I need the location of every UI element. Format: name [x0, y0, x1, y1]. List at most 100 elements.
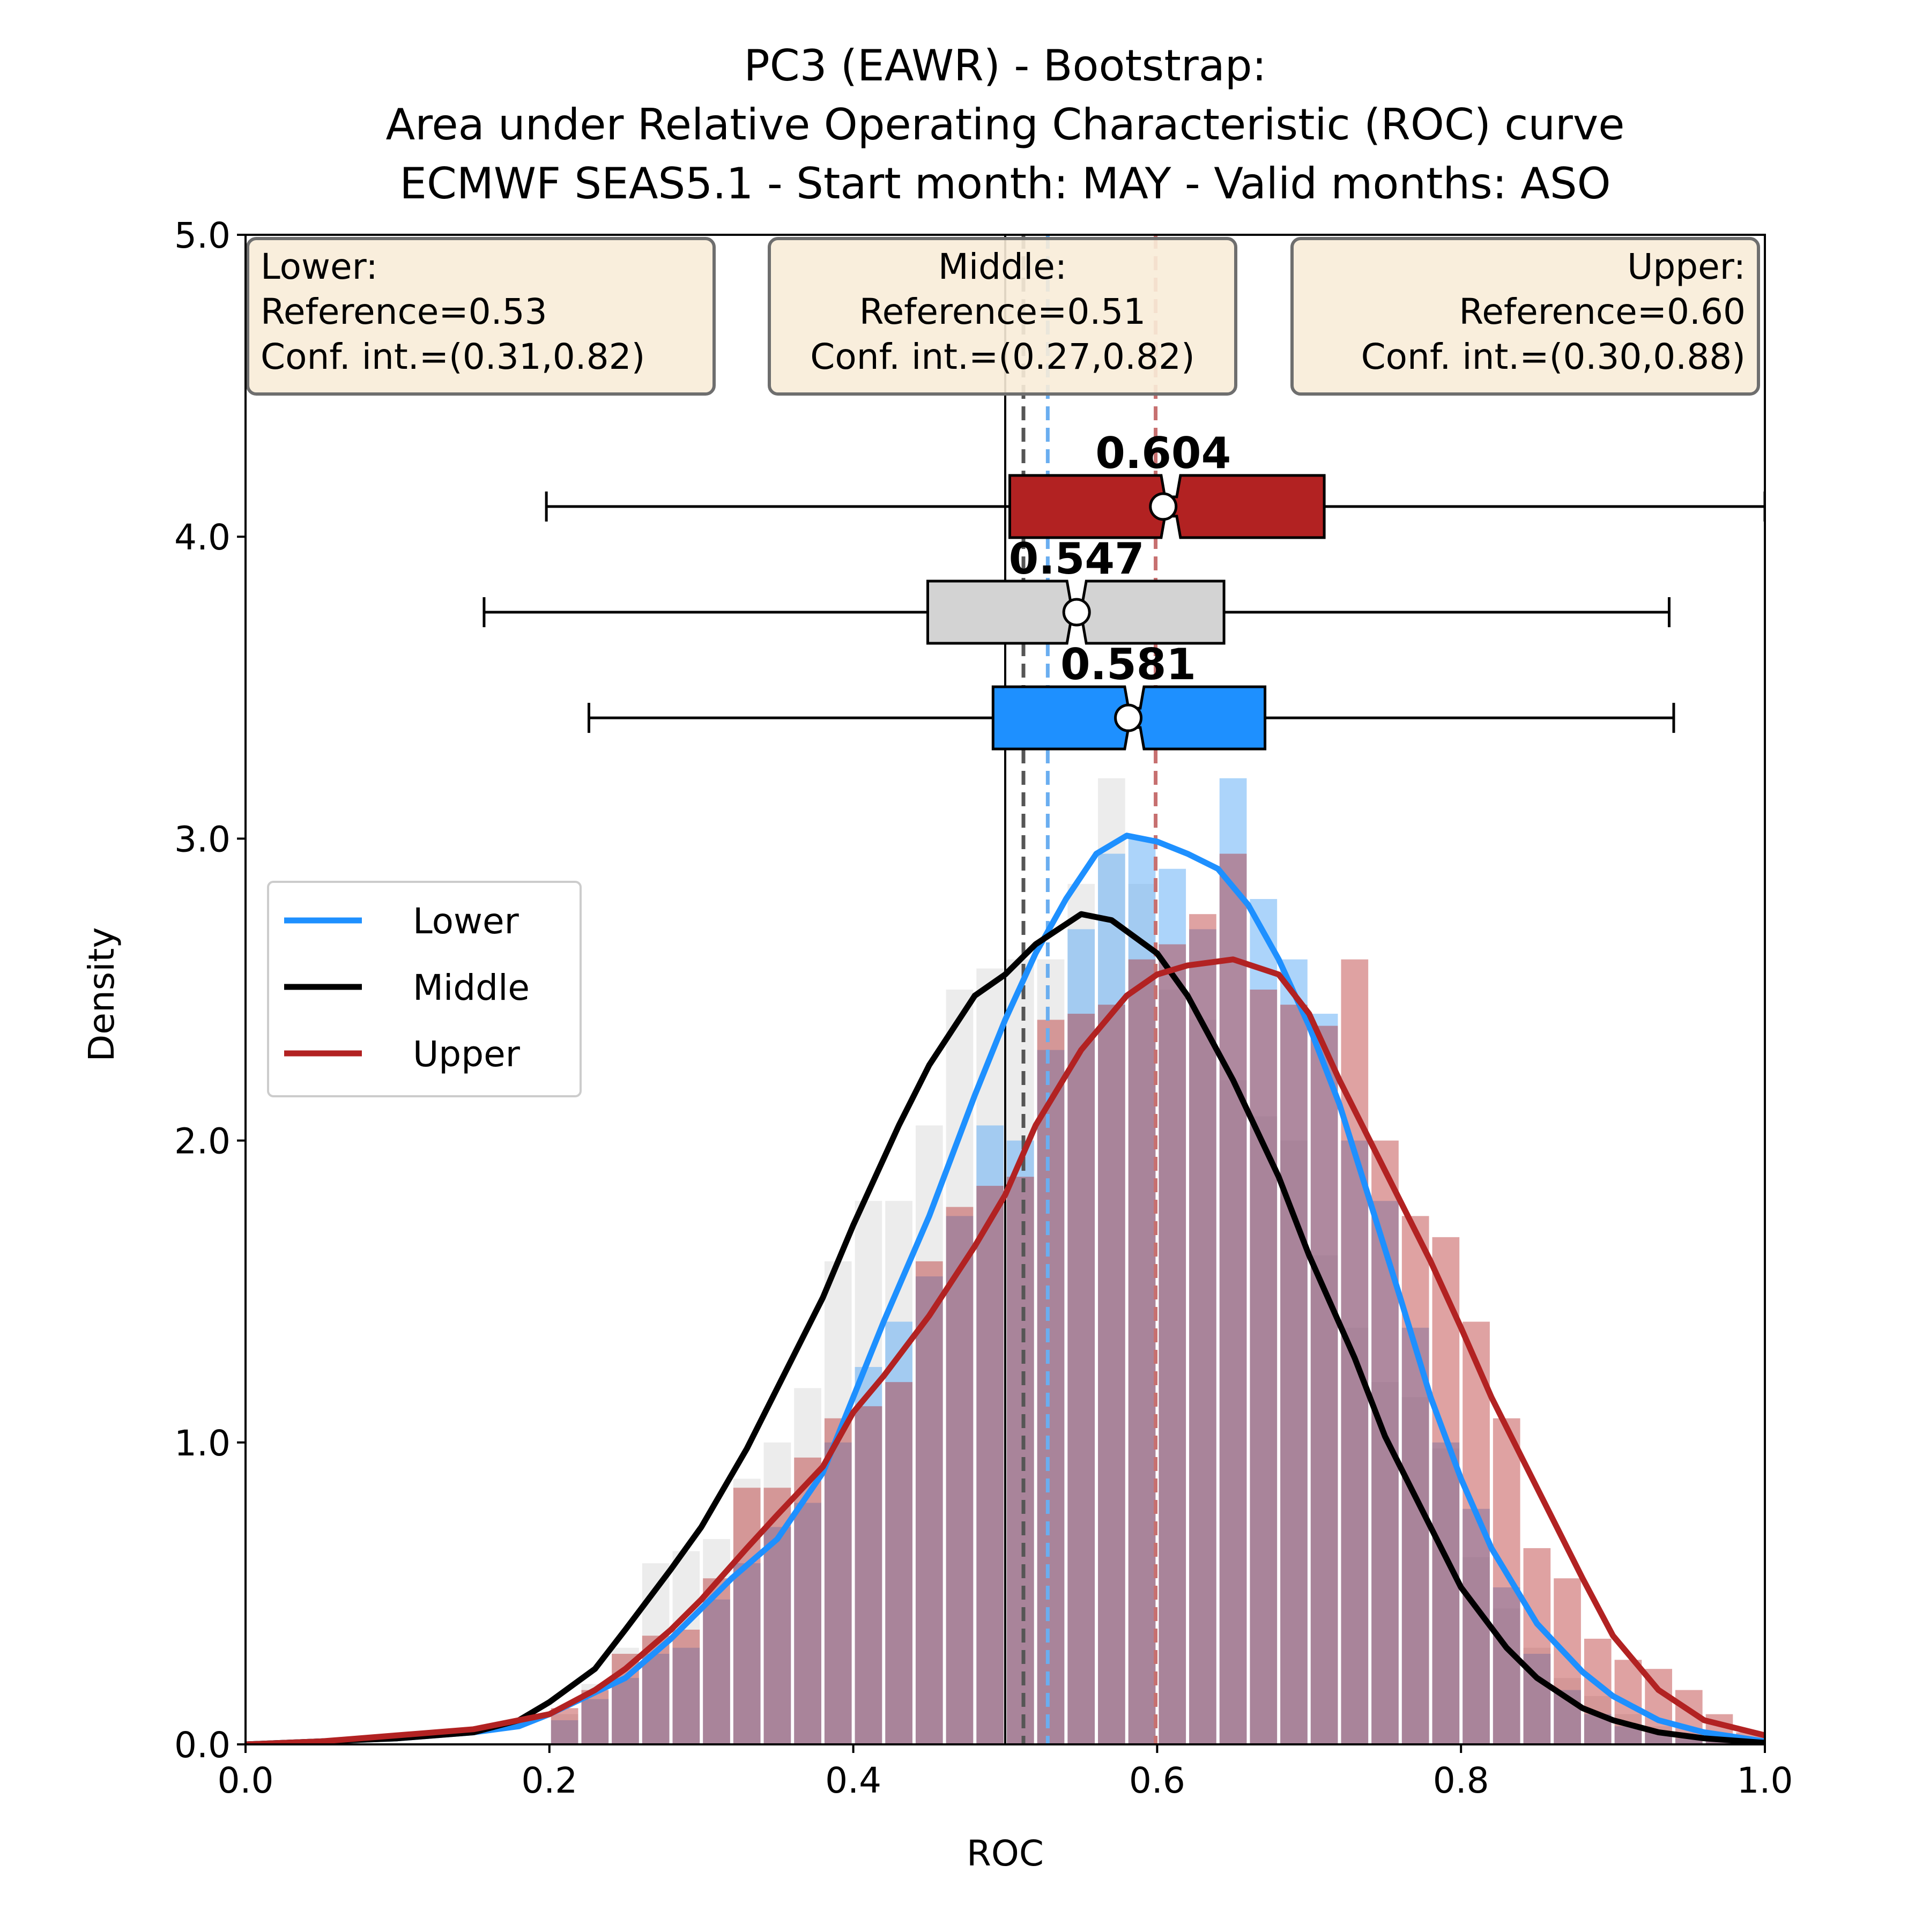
- histogram-bar-lower: [1341, 1140, 1369, 1744]
- histogram-bar-upper: [1098, 1005, 1125, 1744]
- y-tick-label: 5.0: [174, 215, 231, 256]
- kde-curve-lower: [246, 833, 1765, 1744]
- histogram-bar-upper: [672, 1629, 700, 1744]
- histogram-bar-upper: [915, 1261, 943, 1744]
- histogram-bar-lower: [642, 1654, 670, 1744]
- axes-frame: [244, 234, 1766, 1745]
- legend-label-middle: Middle: [413, 967, 530, 1008]
- info-box-line: Reference=0.51: [859, 291, 1146, 332]
- histogram-bar-upper: [1523, 1548, 1551, 1744]
- histogram-bar-lower: [1310, 1014, 1338, 1744]
- plot-area: 0.604 0.547 0.581 Lower:Reference=0.53Conf.…: [246, 235, 1765, 1744]
- histogram-bar-lower: [1675, 1738, 1703, 1744]
- x-tick-label: 0.2: [521, 1760, 577, 1801]
- histogram-bar-lower: [1189, 929, 1216, 1744]
- histogram-bar-upper: [946, 1207, 974, 1744]
- histogram-bar-upper: [885, 1382, 912, 1744]
- histogram-lower: [551, 778, 1733, 1744]
- histogram-bar-upper: [1554, 1578, 1581, 1744]
- info-box-frame: [246, 237, 716, 396]
- kde-curve-middle: [246, 911, 1765, 1744]
- info-box-line: Lower:: [261, 246, 378, 287]
- histogram-bar-lower: [1159, 868, 1186, 1744]
- histogram-bar-upper: [794, 1457, 821, 1744]
- chart-title: PC3 (EAWR) - Bootstrap: Area under Relati…: [386, 41, 1625, 209]
- boxplot-mean-marker: [1149, 492, 1178, 521]
- title-line-1: PC3 (EAWR) - Bootstrap:: [744, 41, 1267, 91]
- histogram-bar-lower: [824, 1442, 852, 1744]
- x-tick-label: 0.8: [1433, 1760, 1489, 1801]
- legend-label-lower: Lower: [413, 901, 519, 942]
- title-line-3: ECMWF SEAS5.1 - Start month: MAY - Valid…: [399, 159, 1610, 209]
- info-box-frame: [768, 237, 1237, 396]
- title-line-2: Area under Relative Operating Characteri…: [386, 100, 1625, 150]
- legend-label-upper: Upper: [413, 1034, 521, 1075]
- boxplot-lower: 0.581: [587, 640, 1675, 750]
- histogram-bar-lower: [1401, 1327, 1429, 1744]
- boxplot-mean-label: 0.547: [1009, 534, 1145, 584]
- legend-frame: [267, 881, 582, 1097]
- histogram-bar-lower: [672, 1647, 700, 1744]
- boxplot-mean-marker: [1114, 703, 1143, 732]
- histogram-bar-lower: [763, 1527, 791, 1744]
- boxplot-middle: 0.547: [482, 534, 1671, 645]
- histogram-bar-lower: [1037, 1050, 1065, 1744]
- histogram-bar-lower: [703, 1599, 730, 1744]
- histogram-bar-lower: [1705, 1741, 1733, 1744]
- info-box-line: Conf. int.=(0.30,0.88): [1361, 336, 1746, 377]
- boxplot-upper: 0.604: [545, 428, 1765, 539]
- histogram-bar-lower: [946, 1216, 974, 1744]
- boxplot-mean-marker: [1062, 598, 1091, 627]
- info-box-line: Reference=0.60: [1459, 291, 1746, 332]
- histogram-bar-lower: [1463, 1509, 1490, 1744]
- histogram-bar-lower: [1371, 1201, 1399, 1744]
- histogram-bar-upper: [976, 1186, 1004, 1744]
- histogram-bar-upper: [1432, 1237, 1460, 1744]
- histogram-bar-lower: [1280, 959, 1308, 1744]
- y-tick-label: 0.0: [174, 1725, 231, 1766]
- histogram-bar-lower: [1007, 1140, 1034, 1744]
- histogram-bar-lower: [885, 1321, 912, 1744]
- histogram-upper: [551, 853, 1763, 1744]
- y-tick-label: 1.0: [174, 1423, 231, 1464]
- kde-curve-upper: [246, 956, 1765, 1744]
- y-tick-label: 3.0: [174, 819, 231, 860]
- histogram-bar-lower: [855, 1367, 882, 1744]
- info-box-line: Upper:: [1627, 246, 1746, 287]
- histogram-bar-upper: [1310, 1026, 1338, 1744]
- histogram-bar-lower: [612, 1678, 639, 1744]
- histogram-bar-lower: [1219, 778, 1247, 1744]
- x-tick-label: 0.0: [218, 1760, 274, 1801]
- histogram-bar-upper: [1159, 944, 1186, 1744]
- info-box-line: Conf. int.=(0.27,0.82): [810, 336, 1194, 377]
- histogram-bar-upper: [1280, 1005, 1308, 1744]
- y-tick-label: 4.0: [174, 517, 231, 558]
- histogram-bar-lower: [733, 1563, 761, 1744]
- x-axis-label: ROC: [967, 1833, 1044, 1874]
- histogram-bar-upper: [733, 1488, 761, 1744]
- histogram-bar-upper: [1067, 1014, 1095, 1744]
- histogram-bar-upper: [1250, 990, 1278, 1744]
- info-box-line: Conf. int.=(0.31,0.82): [261, 336, 645, 377]
- legend: Lower Middle Upper: [267, 881, 582, 1097]
- y-tick-label: 2.0: [174, 1121, 231, 1162]
- histogram-bar-upper: [1493, 1418, 1520, 1744]
- histogram-bar-lower: [976, 1125, 1004, 1744]
- histogram-bar-upper: [1128, 959, 1156, 1744]
- info-box-frame: [1290, 237, 1760, 396]
- x-tick-label: 1.0: [1737, 1760, 1793, 1801]
- info-box-line: Middle:: [938, 246, 1067, 287]
- histogram-bar-upper: [1007, 1177, 1034, 1744]
- plot-inner: 0.604 0.547 0.581 Lower:Reference=0.53Conf.…: [246, 235, 1765, 1744]
- boxplot-mean-label: 0.604: [1095, 428, 1231, 478]
- histogram-bar-upper: [855, 1406, 882, 1744]
- x-tick-label: 0.6: [1129, 1760, 1185, 1801]
- histogram-bar-lower: [551, 1720, 578, 1744]
- histogram-bar-upper: [1189, 914, 1216, 1744]
- histogram-bar-lower: [1432, 1442, 1460, 1744]
- x-tick-label: 0.4: [825, 1760, 881, 1801]
